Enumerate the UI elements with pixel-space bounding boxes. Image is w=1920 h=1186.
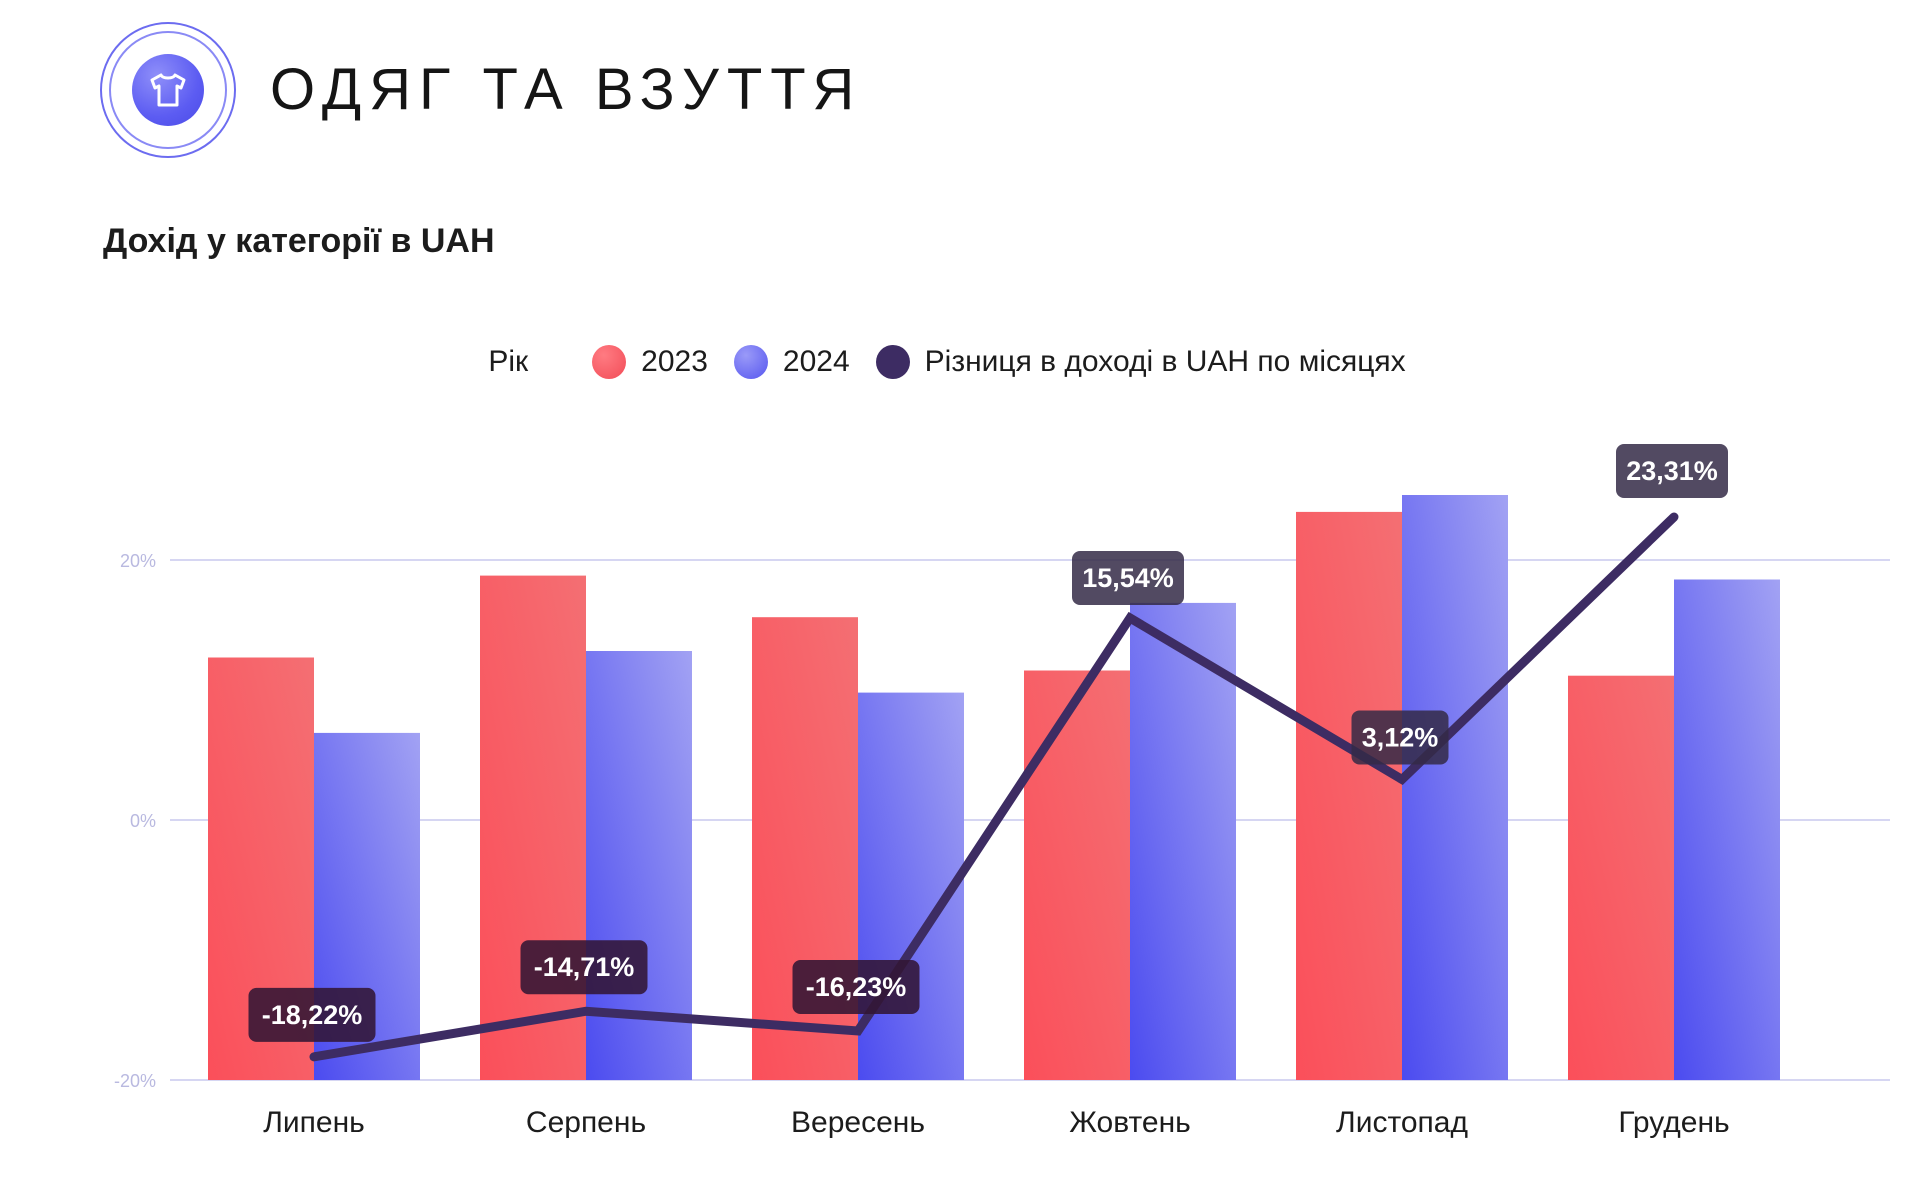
header: ОДЯГ ТА ВЗУТТЯ [100, 22, 862, 158]
difference-point [1673, 515, 1675, 518]
bar-2024 [1402, 495, 1508, 1080]
bar-2024 [1130, 602, 1236, 1080]
y-tick-label: 20% [120, 551, 156, 571]
difference-point [1129, 616, 1131, 619]
legend-dot-difference [875, 345, 910, 379]
data-label-box [792, 959, 920, 1014]
y-tick-label: -20% [114, 1071, 156, 1091]
bar-2023 [480, 575, 586, 1080]
y-tick-label: 0% [130, 811, 156, 831]
bar-2023 [1568, 675, 1674, 1080]
x-category-label: Липень [263, 1106, 365, 1139]
data-label-text: 15,54% [1082, 563, 1174, 593]
x-category-label: Серпень [526, 1106, 646, 1139]
difference-point [857, 1029, 859, 1032]
legend-label-difference: Різниця в доході в UAH по місяцях [924, 345, 1406, 378]
legend-dot-2023 [592, 345, 627, 379]
legend-item-2024: 2024 [733, 345, 850, 379]
legend-dot-2024 [733, 345, 768, 379]
data-label: 23,31% [1616, 443, 1728, 498]
x-category-label: Листопад [1336, 1106, 1468, 1139]
legend-item-difference: Різниця в доході в UAH по місяцях [875, 345, 1406, 379]
data-label: 3,12% [1351, 710, 1449, 765]
difference-point [1401, 778, 1403, 781]
chart-subtitle: Дохід у категорії в UAH [103, 222, 495, 260]
x-category-label: Жовтень [1069, 1106, 1191, 1139]
chart-legend: Рік 2023 2024 Різниця в доході в UAH по … [0, 345, 1920, 379]
data-label-text: -14,71% [534, 952, 635, 982]
difference-point [585, 1010, 587, 1013]
bar-2024 [1674, 579, 1780, 1080]
x-category-label: Вересень [791, 1106, 925, 1139]
data-label-box [520, 940, 648, 995]
data-label: 15,54% [1072, 550, 1184, 605]
data-label: -14,71% [520, 940, 648, 995]
legend-label-2024: 2024 [782, 345, 850, 378]
page-title: ОДЯГ ТА ВЗУТТЯ [270, 57, 863, 122]
data-label-text: 3,12% [1362, 722, 1439, 752]
data-label-text: 23,31% [1626, 456, 1718, 486]
legend-item-2023: 2023 [592, 345, 708, 379]
x-category-label: Грудень [1618, 1106, 1729, 1139]
data-label-box [1351, 710, 1449, 765]
category-logo [100, 22, 236, 158]
data-label-box [248, 987, 376, 1042]
legend-label-2023: 2023 [641, 345, 708, 378]
data-label-text: -18,22% [262, 1000, 363, 1030]
difference-point [313, 1055, 315, 1058]
data-label: -18,22% [248, 987, 376, 1042]
data-label-text: -16,23% [806, 972, 907, 1002]
bar-2023 [1024, 670, 1130, 1080]
data-label: -16,23% [792, 959, 920, 1014]
t-shirt-icon [132, 54, 204, 126]
data-label-box [1616, 443, 1728, 498]
bar-2023 [1296, 511, 1402, 1080]
data-label-box [1072, 550, 1184, 605]
legend-title: Рік [488, 345, 529, 378]
bar-2024 [858, 692, 964, 1080]
